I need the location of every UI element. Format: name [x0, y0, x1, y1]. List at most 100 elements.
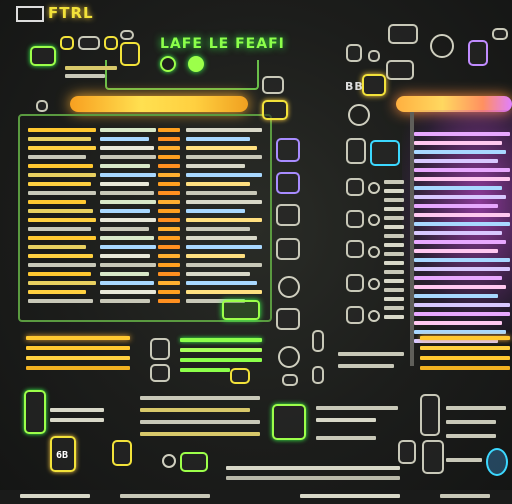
right-meter-4 [420, 366, 510, 370]
left-panel [18, 114, 272, 322]
page-title: LAFE LE FEAFI [160, 36, 285, 52]
monitor-icon[interactable] [272, 404, 306, 440]
file-icon[interactable] [312, 366, 324, 384]
table-icon[interactable] [180, 452, 208, 472]
data-row [384, 297, 404, 301]
right-icon-2[interactable] [368, 50, 380, 62]
data-row [100, 173, 156, 177]
data-row [158, 245, 180, 249]
bb-folder-icon[interactable] [362, 74, 386, 96]
row-dot-5[interactable] [368, 310, 380, 322]
brand-logo-icon [16, 5, 44, 22]
data-row [384, 261, 404, 265]
right-circle-icon[interactable] [486, 448, 508, 476]
data-row [186, 236, 258, 240]
row-icon-1[interactable] [346, 178, 364, 196]
calendar-icon-2[interactable] [388, 24, 418, 44]
right-icon-1[interactable] [346, 44, 362, 62]
data-row [384, 189, 404, 193]
list-icon-2[interactable] [346, 138, 366, 164]
confirm-button[interactable] [222, 300, 260, 320]
row-icon-5[interactable] [346, 306, 364, 324]
data-row [186, 290, 262, 294]
lock-icon[interactable] [120, 30, 134, 40]
status-dot-icon[interactable] [188, 56, 204, 72]
small-doc-icon[interactable] [282, 374, 298, 386]
row-dot-2[interactable] [368, 214, 380, 226]
camera-icon[interactable] [120, 42, 140, 66]
phone-icon[interactable] [370, 140, 400, 166]
row-dot-1[interactable] [368, 182, 380, 194]
data-row [158, 227, 180, 231]
chat-icon[interactable] [112, 440, 132, 466]
doc-icon[interactable] [36, 100, 48, 112]
data-row [414, 141, 503, 145]
data-column-d [186, 128, 262, 308]
folder-icon[interactable] [262, 100, 288, 120]
data-row [28, 155, 87, 159]
grid-icon[interactable] [276, 172, 300, 194]
note-icon[interactable] [230, 368, 250, 384]
bottom-text-5 [140, 420, 260, 424]
right-icon-4[interactable] [492, 28, 508, 40]
row-dot-4[interactable] [368, 278, 380, 290]
data-row [100, 146, 154, 150]
right-stack-icon[interactable] [422, 440, 444, 474]
user-icon[interactable] [276, 204, 300, 226]
data-row [100, 272, 150, 276]
bottom-text-2 [50, 418, 104, 422]
data-row [414, 321, 503, 325]
data-row [186, 173, 262, 177]
right-shield-icon[interactable] [398, 440, 416, 464]
data-row [100, 245, 156, 249]
left-meter-4 [26, 366, 130, 370]
row-icon-3[interactable] [346, 240, 364, 258]
data-row [414, 204, 499, 208]
status-text-4 [440, 494, 490, 498]
bottle-icon[interactable] [24, 390, 46, 434]
row-dot-3[interactable] [368, 246, 380, 258]
data-row [414, 195, 507, 199]
battery-icon[interactable] [276, 238, 300, 260]
bottom-text-3 [140, 396, 260, 400]
data-row [28, 299, 94, 303]
badge-6b[interactable]: 6B [50, 436, 76, 472]
settings-icon[interactable] [278, 276, 300, 298]
toolbar-caption-1 [65, 66, 117, 70]
toolbar-icon-1[interactable] [30, 46, 56, 66]
media-icon[interactable] [150, 338, 170, 360]
row-icon-2[interactable] [346, 210, 364, 228]
toolbar-icon-4[interactable] [104, 36, 118, 50]
data-row [186, 254, 246, 258]
data-row [186, 263, 262, 267]
panel-icon[interactable] [386, 60, 414, 80]
toolbar-icon-3[interactable] [78, 36, 100, 50]
data-row [186, 155, 262, 159]
bb-icon[interactable] [276, 308, 300, 330]
data-row [414, 150, 507, 154]
toolbar-icon-2[interactable] [60, 36, 74, 50]
shield-icon[interactable] [312, 330, 324, 352]
left-meter-1 [26, 336, 130, 340]
camera-ring-icon[interactable] [430, 34, 454, 58]
data-row [28, 191, 96, 195]
status-ring-icon[interactable] [160, 56, 176, 72]
globe-icon[interactable] [278, 346, 300, 368]
bottom-text-long-2 [226, 476, 400, 480]
clock-icon[interactable] [162, 454, 176, 468]
right-bottle-icon[interactable] [420, 394, 440, 436]
record-icon[interactable] [348, 104, 370, 126]
right-icon-3[interactable] [468, 40, 488, 66]
image-icon[interactable] [150, 364, 170, 382]
calendar-icon[interactable] [262, 76, 284, 94]
data-column-right-small [384, 180, 404, 324]
data-row [384, 243, 404, 247]
data-row [158, 236, 180, 240]
data-row [186, 191, 258, 195]
data-row [158, 155, 180, 159]
status-text-2 [120, 494, 210, 498]
badge-label: 6B [56, 450, 69, 461]
list-icon[interactable] [276, 138, 300, 162]
right-panel-frame [410, 112, 414, 366]
row-icon-4[interactable] [346, 274, 364, 292]
